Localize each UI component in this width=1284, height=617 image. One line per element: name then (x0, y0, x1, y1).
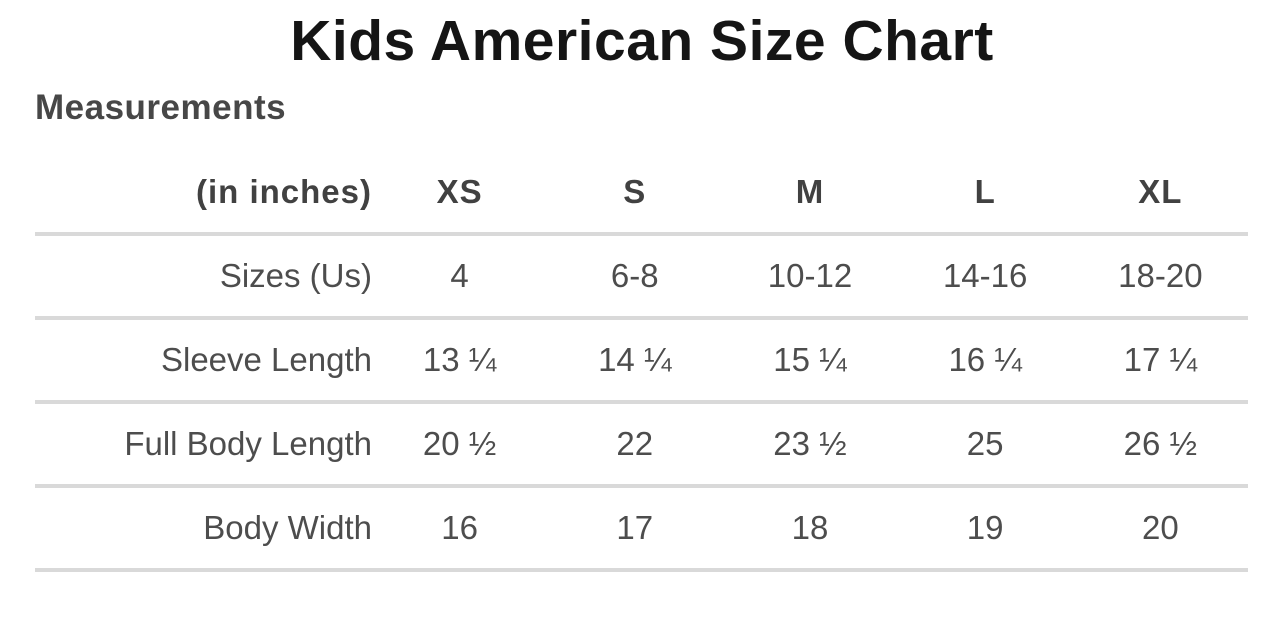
cell-value: 15 ¼ (722, 318, 898, 404)
cell-value: 14-16 (897, 234, 1073, 320)
header-row: (in inches) XS S M L XL (35, 152, 1248, 236)
section-heading-measurements: Measurements (35, 88, 287, 127)
size-chart-table: (in inches) XS S M L XL Sizes (Us) 4 6-8… (35, 152, 1248, 572)
cell-value: 17 ¼ (1072, 318, 1248, 404)
cell-value: 6-8 (547, 234, 723, 320)
cell-value: 20 ½ (372, 402, 548, 488)
cell-value: 20 (1072, 486, 1248, 572)
cell-value: 14 ¼ (547, 318, 723, 404)
cell-value: 16 (372, 486, 548, 572)
row-label: Full Body Length (35, 402, 372, 488)
column-header-s: S (547, 152, 723, 236)
page-title: Kids American Size Chart (290, 9, 994, 73)
unit-label: (in inches) (35, 152, 372, 236)
row-label: Sizes (Us) (35, 234, 372, 320)
table-row-sizes-us: Sizes (Us) 4 6-8 10-12 14-16 18-20 (35, 234, 1248, 320)
table-row-body-width: Body Width 16 17 18 19 20 (35, 486, 1248, 572)
cell-value: 18-20 (1072, 234, 1248, 320)
column-header-l: L (897, 152, 1073, 236)
cell-value: 22 (547, 402, 723, 488)
cell-value: 23 ½ (722, 402, 898, 488)
cell-value: 10-12 (722, 234, 898, 320)
column-header-m: M (722, 152, 898, 236)
cell-value: 4 (372, 234, 548, 320)
column-header-xs: XS (372, 152, 548, 236)
table-row-sleeve-length: Sleeve Length 13 ¼ 14 ¼ 15 ¼ 16 ¼ 17 ¼ (35, 318, 1248, 404)
row-label: Body Width (35, 486, 372, 572)
cell-value: 13 ¼ (372, 318, 548, 404)
row-label: Sleeve Length (35, 318, 372, 404)
table-row-full-body-length: Full Body Length 20 ½ 22 23 ½ 25 26 ½ (35, 402, 1248, 488)
cell-value: 16 ¼ (897, 318, 1073, 404)
cell-value: 18 (722, 486, 898, 572)
cell-value: 19 (897, 486, 1073, 572)
cell-value: 25 (897, 402, 1073, 488)
cell-value: 17 (547, 486, 723, 572)
column-header-xl: XL (1072, 152, 1248, 236)
cell-value: 26 ½ (1072, 402, 1248, 488)
